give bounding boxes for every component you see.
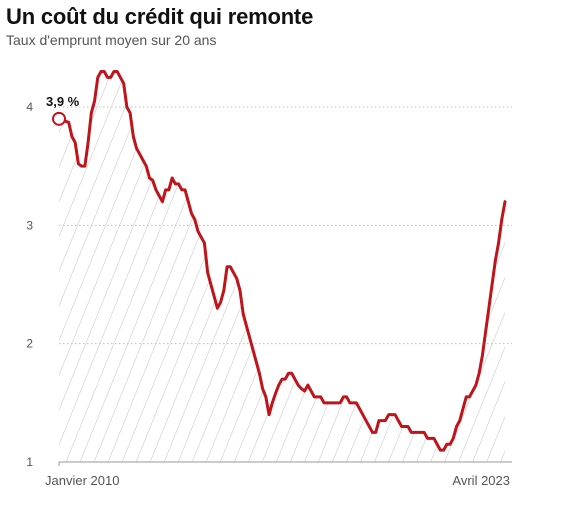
chart-subtitle: Taux d'emprunt moyen sur 20 ans [6,32,217,48]
x-tick-label: Avril 2023 [452,473,510,488]
annotation-marker [52,111,66,126]
chart-title: Un coût du crédit qui remonte [6,4,314,29]
y-tick-label: 1 [26,455,33,469]
y-tick-label: 3 [26,218,33,232]
y-tick-label: 2 [26,337,33,351]
y-tick-label: 4 [26,100,33,114]
annotation-label: 3,9 % [46,94,80,109]
area-fill [59,71,505,462]
x-tick-label: Janvier 2010 [45,473,119,488]
series-line [57,70,507,452]
